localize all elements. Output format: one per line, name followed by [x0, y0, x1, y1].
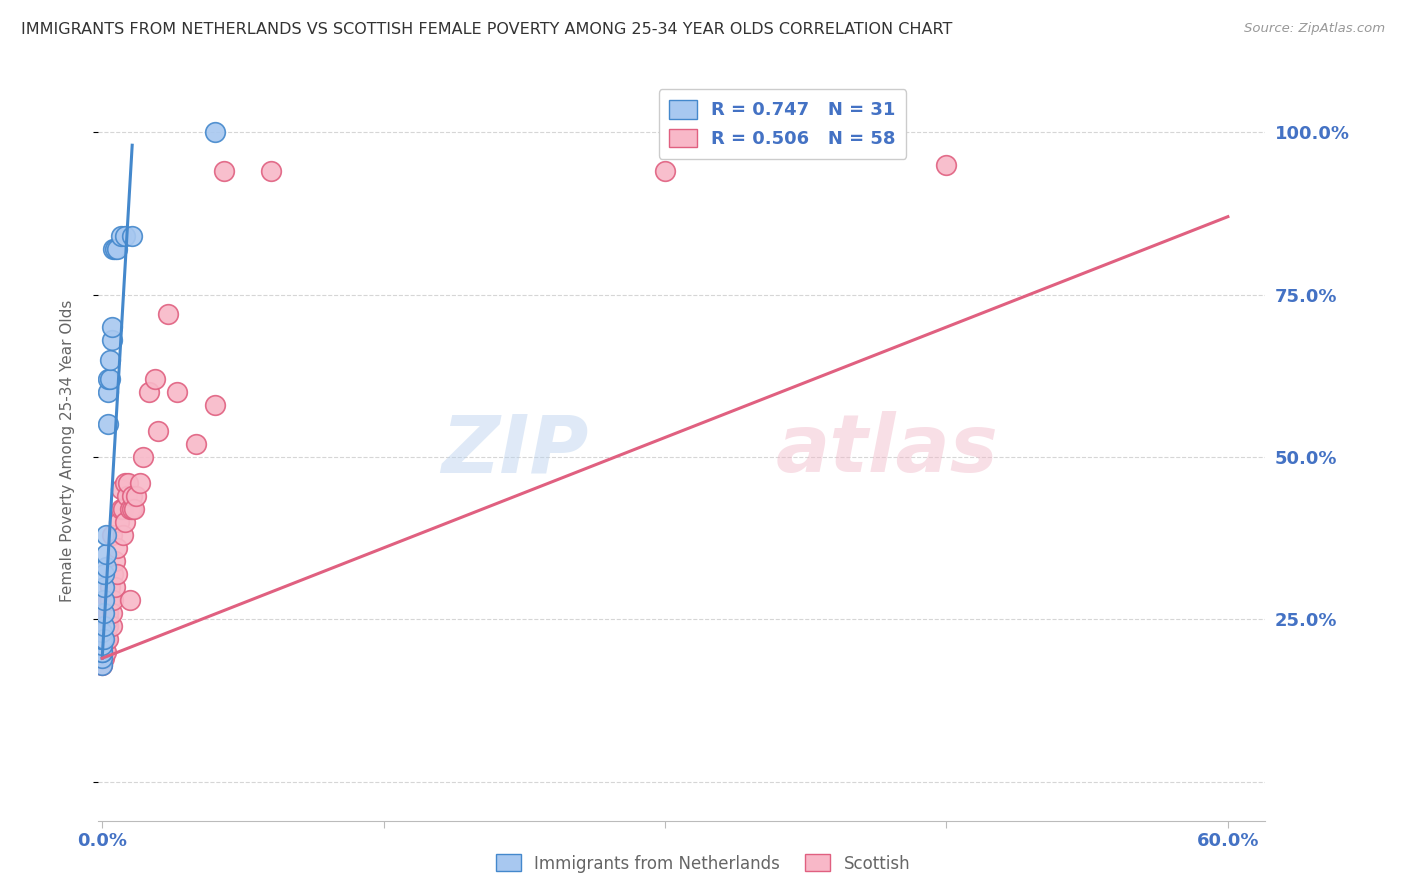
Point: [91, 657, 114, 672]
Text: ZIP: ZIP: [441, 411, 589, 490]
Point: [93, 566, 115, 581]
Point: [103, 566, 125, 581]
Point: [935, 158, 957, 172]
Point: [93, 632, 115, 646]
Legend: Immigrants from Netherlands, Scottish: Immigrants from Netherlands, Scottish: [489, 847, 917, 880]
Point: [91, 651, 114, 665]
Point: [100, 320, 122, 334]
Point: [110, 502, 132, 516]
Point: [114, 475, 136, 490]
Point: [93, 606, 115, 620]
Point: [98, 352, 121, 367]
Text: atlas: atlas: [775, 411, 998, 490]
Point: [121, 489, 143, 503]
Point: [103, 242, 125, 256]
Point: [98, 372, 121, 386]
Point: [184, 437, 207, 451]
Point: [93, 638, 115, 652]
Point: [100, 528, 122, 542]
Point: [91, 632, 114, 646]
Point: [91, 645, 114, 659]
Text: Source: ZipAtlas.com: Source: ZipAtlas.com: [1244, 22, 1385, 36]
Point: [97, 606, 120, 620]
Point: [97, 372, 120, 386]
Point: [91, 657, 114, 672]
Point: [94, 619, 117, 633]
Legend: R = 0.747   N = 31, R = 0.506   N = 58: R = 0.747 N = 31, R = 0.506 N = 58: [658, 89, 907, 159]
Point: [654, 164, 676, 178]
Point: [204, 125, 226, 139]
Point: [105, 566, 128, 581]
Point: [114, 515, 136, 529]
Point: [104, 554, 127, 568]
Point: [97, 417, 120, 432]
Point: [110, 229, 132, 244]
Point: [94, 528, 117, 542]
Point: [212, 164, 235, 178]
Point: [105, 541, 128, 555]
Point: [94, 645, 117, 659]
Point: [100, 606, 122, 620]
Point: [93, 619, 115, 633]
Point: [120, 502, 142, 516]
Point: [166, 384, 188, 399]
Point: [91, 651, 114, 665]
Point: [100, 619, 122, 633]
Point: [91, 638, 114, 652]
Point: [115, 489, 138, 503]
Point: [93, 592, 115, 607]
Point: [204, 398, 226, 412]
Point: [98, 592, 121, 607]
Point: [94, 606, 117, 620]
Point: [91, 632, 114, 646]
Y-axis label: Female Poverty Among 25-34 Year Olds: Female Poverty Among 25-34 Year Olds: [60, 300, 75, 601]
Point: [91, 638, 114, 652]
Point: [93, 651, 115, 665]
Point: [132, 450, 155, 464]
Point: [148, 424, 170, 438]
Point: [110, 483, 132, 497]
Point: [91, 625, 114, 640]
Point: [91, 645, 114, 659]
Point: [91, 645, 114, 659]
Point: [121, 229, 143, 244]
Point: [94, 560, 117, 574]
Point: [120, 592, 142, 607]
Point: [105, 242, 128, 256]
Point: [93, 645, 115, 659]
Point: [143, 372, 166, 386]
Point: [100, 333, 122, 347]
Point: [111, 502, 134, 516]
Point: [103, 592, 125, 607]
Point: [97, 632, 120, 646]
Point: [122, 502, 145, 516]
Point: [94, 632, 117, 646]
Point: [97, 592, 120, 607]
Point: [104, 580, 127, 594]
Point: [108, 515, 131, 529]
Point: [121, 502, 143, 516]
Point: [93, 580, 115, 594]
Point: [111, 528, 134, 542]
Point: [260, 164, 283, 178]
Point: [97, 619, 120, 633]
Point: [128, 475, 150, 490]
Text: IMMIGRANTS FROM NETHERLANDS VS SCOTTISH FEMALE POVERTY AMONG 25-34 YEAR OLDS COR: IMMIGRANTS FROM NETHERLANDS VS SCOTTISH …: [21, 22, 952, 37]
Point: [114, 229, 136, 244]
Point: [93, 632, 115, 646]
Point: [156, 307, 179, 321]
Point: [117, 475, 139, 490]
Point: [94, 547, 117, 561]
Point: [125, 489, 148, 503]
Point: [104, 242, 127, 256]
Point: [91, 632, 114, 646]
Point: [97, 384, 120, 399]
Point: [97, 612, 120, 626]
Point: [138, 384, 160, 399]
Point: [93, 619, 115, 633]
Point: [98, 580, 121, 594]
